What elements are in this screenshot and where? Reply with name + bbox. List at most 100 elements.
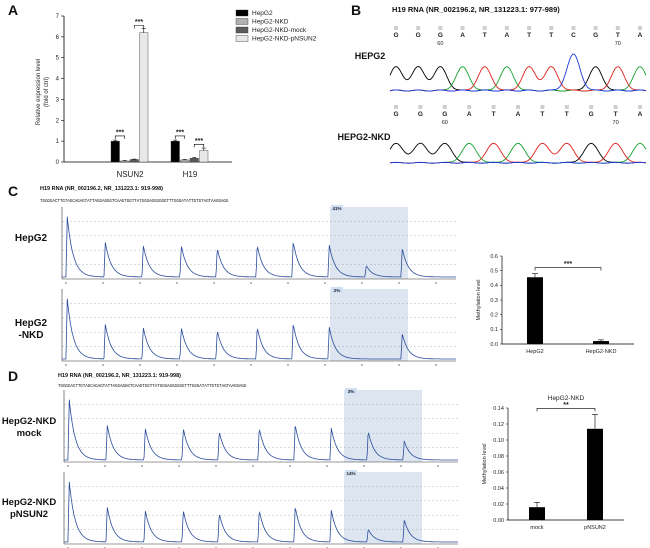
- pyrogram-trace: [64, 481, 458, 543]
- pyrogram-trace: [62, 298, 456, 360]
- small-chart-xtick-label: mock: [530, 525, 543, 531]
- chart-a-ytick-label: 6: [56, 35, 60, 41]
- chromatogram-trace-T: [389, 66, 647, 92]
- pyrogram-xtick: x: [104, 464, 106, 468]
- panel-label-a: A: [8, 2, 19, 18]
- chromatogram-base-hepg2: A: [505, 32, 510, 39]
- chromatogram-quality-bar: [418, 105, 423, 109]
- pyrogram-pct-label: 14%: [346, 471, 355, 476]
- chromatogram-quality-bar: [549, 26, 554, 30]
- pyrogram-row: 14%x x x x x x x x x x x: [63, 470, 458, 548]
- pyrogram-xtick: x: [250, 281, 252, 285]
- pyrogram-xtick: x: [398, 281, 400, 285]
- pyrogram-xtick: x: [324, 281, 326, 285]
- chromatogram-base-hepg2: G: [593, 32, 598, 39]
- pyrogram-xtick: x: [361, 281, 363, 285]
- chromatogram-quality-bar: [613, 105, 618, 109]
- chromatogram-base-nkd: A: [638, 111, 643, 118]
- chart-a-expression: Relative expression level (fold of ctrl)…: [36, 9, 317, 179]
- pyrogram-xtick: x: [435, 363, 437, 367]
- chart-a-xtick-label: NSUN2: [116, 170, 144, 179]
- panel-label-b: B: [351, 2, 362, 18]
- chart-a-ytick-label: 5: [56, 56, 60, 62]
- pyrogram-pct-label: 2%: [334, 288, 341, 293]
- pyrogram-trace: [64, 399, 458, 461]
- pyrogram-xtick: x: [213, 281, 215, 285]
- chromatogram-base-hepg2: T: [483, 32, 487, 39]
- chromatogram-base-hepg2: G: [438, 32, 443, 39]
- chart-a-sig-label: ***: [135, 19, 143, 26]
- pyrogram-pct-badge: [331, 287, 343, 293]
- chromatogram-base-nkd: G: [393, 111, 398, 118]
- chart-a-legend-label: HepG2-NKD-pNSUN2: [252, 36, 317, 43]
- panel-b-row1-label: HEPG2: [354, 51, 386, 61]
- chart-a-sig-bracket: [193, 143, 205, 148]
- chromatogram-base-nkd: G: [442, 111, 447, 118]
- chromatogram-trace-A: [389, 66, 647, 92]
- chromatogram-pos-right-hepg2: 70: [615, 41, 621, 47]
- chromatogram-quality-bar: [593, 26, 598, 30]
- chromatogram-trace-C: [389, 53, 647, 92]
- chromatogram-base-hepg2: T: [616, 32, 620, 39]
- small-chart-sig-label: ***: [564, 261, 572, 268]
- small-chart-ytick-label: 0.6: [490, 254, 498, 260]
- chart-a-bar: [139, 32, 149, 163]
- panel-c-row1-label: HepG2: [14, 233, 48, 244]
- chromatogram-trace-T: [389, 142, 647, 164]
- chromatogram-quality-bar: [638, 105, 642, 109]
- chart-a-ylabel-line2: (fold of ctrl): [44, 77, 50, 107]
- pyrogram-xtick: x: [102, 363, 104, 367]
- pyrogram-xtick: x: [435, 281, 437, 285]
- pyrogram-xtick: x: [213, 363, 215, 367]
- chromatogram-quality-bar: [527, 26, 532, 30]
- chart-a-sig-label: ***: [195, 138, 203, 145]
- chart-a-bar: [189, 158, 199, 163]
- small-chart-ytick-label: 0.02: [493, 502, 504, 508]
- chromatogram-base-hepg2: T: [527, 32, 531, 39]
- chart-a-bar: [110, 140, 120, 163]
- small-chart-xtick-label: HepG2-NKD: [586, 349, 617, 355]
- chromatogram-quality-bar: [571, 26, 576, 30]
- chart-a-bar: [180, 159, 190, 163]
- small-chart-ytick-label: 0.10: [493, 438, 504, 444]
- chromatogram-base-hepg2: T: [549, 32, 553, 39]
- small-chart-xtick-label: HepG2: [526, 349, 543, 355]
- chromatogram-quality-bar: [638, 26, 642, 30]
- chromatogram-quality-bar: [615, 26, 620, 30]
- panel-c-title: H19 RNA (NR_002196.2, NR_131223.1: 919-9…: [40, 186, 164, 192]
- small-chart-ytick-label: 0.14: [493, 406, 504, 412]
- chart-a-bar: [199, 150, 209, 163]
- pyrogram-xtick: x: [178, 464, 180, 468]
- chromatogram-base-hepg2: A: [638, 32, 643, 39]
- pyrogram-xtick: x: [67, 464, 69, 468]
- small-chart-ytick-label: 0.06: [493, 470, 504, 476]
- pyrogram-xtick: x: [326, 464, 328, 468]
- pyrogram-pct-badge: [345, 388, 357, 394]
- chart-a-ytick-label: 3: [56, 97, 60, 103]
- chart-a-xtick-label: H19: [183, 170, 198, 179]
- pyrogram-xtick: x: [361, 363, 363, 367]
- pyrogram-xtick: x: [287, 281, 289, 285]
- chromatogram-quality-bar: [564, 105, 569, 109]
- panel-d-title: H19 RNA (NR_002196.2, NR_131223.1: 919-9…: [58, 373, 182, 379]
- small-chart-ylabel: Methylation level: [476, 280, 482, 321]
- chart-a-bar: [170, 140, 180, 163]
- pyrogram-xtick: x: [437, 464, 439, 468]
- chromatogram-quality-bar: [504, 26, 509, 30]
- pyrogram-xtick: x: [250, 363, 252, 367]
- pyrogram-pct-badge: [345, 470, 357, 476]
- chart-a-sig-label: ***: [176, 129, 184, 136]
- small-chart-title: HepG2-NKD: [548, 395, 585, 402]
- chart-c-methylation: Methylation level 0.0 0.1 0.2 0.3 0.4 0.5 0.6 He…: [476, 254, 634, 355]
- chart-a-legend-label: HepG2: [252, 10, 273, 17]
- small-chart-bar: [527, 277, 543, 344]
- pyrogram-xtick: x: [324, 363, 326, 367]
- pyrogram-xtick: x: [65, 363, 67, 367]
- pyrogram-pct-label: 3%: [348, 389, 355, 394]
- pyrogram-xtick: x: [65, 281, 67, 285]
- pyrogram-xtick: x: [400, 464, 402, 468]
- panel-b-title: H19 RNA (NR_002196.2, NR_131223.1: 977-9…: [392, 5, 560, 14]
- chromatogram-base-nkd: G: [589, 111, 594, 118]
- panel-d-row2-label: HepG2-NKD pNSUN2: [1, 497, 57, 520]
- pyrogram-cpg-region: [344, 390, 422, 462]
